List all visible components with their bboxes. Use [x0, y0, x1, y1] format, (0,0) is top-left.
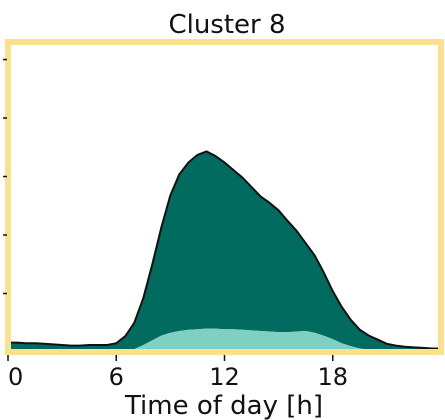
total-outline-line: [8, 150, 441, 350]
x-axis: 0 6 12 18: [7, 355, 348, 391]
plot-area: [8, 150, 441, 352]
x-tick-label: 0: [8, 363, 23, 391]
area-series-upper: [8, 151, 441, 351]
plot-frame: [5, 39, 444, 355]
area-series-lower: [8, 328, 441, 352]
y-axis: [3, 58, 7, 295]
x-tick-label: 18: [317, 363, 348, 391]
x-axis-label: Time of day [h]: [124, 391, 323, 420]
x-tick-label: 6: [109, 363, 124, 391]
chart-title: Cluster 8: [168, 10, 285, 40]
x-tick-label: 12: [209, 363, 240, 391]
